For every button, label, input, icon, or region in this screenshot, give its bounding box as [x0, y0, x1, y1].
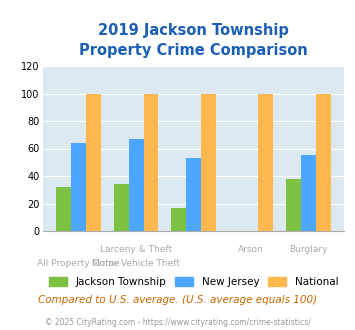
Legend: Jackson Township, New Jersey, National: Jackson Township, New Jersey, National: [44, 273, 343, 291]
Bar: [114, 184, 129, 231]
Bar: [286, 179, 301, 231]
Text: Compared to U.S. average. (U.S. average equals 100): Compared to U.S. average. (U.S. average …: [38, 295, 317, 305]
Bar: [143, 93, 158, 231]
Bar: [86, 93, 101, 231]
Bar: [201, 93, 216, 231]
Bar: [171, 208, 186, 231]
Bar: [258, 93, 273, 231]
Text: Larceny & Theft: Larceny & Theft: [100, 245, 172, 254]
Bar: [186, 158, 201, 231]
Text: Arson: Arson: [238, 245, 264, 254]
Bar: [129, 139, 143, 231]
Text: All Property Crime: All Property Crime: [37, 259, 120, 268]
Text: Motor Vehicle Theft: Motor Vehicle Theft: [92, 259, 180, 268]
Bar: [301, 155, 316, 231]
Bar: [56, 187, 71, 231]
Bar: [71, 143, 86, 231]
Text: © 2025 CityRating.com - https://www.cityrating.com/crime-statistics/: © 2025 CityRating.com - https://www.city…: [45, 318, 310, 327]
Bar: [316, 93, 331, 231]
Text: Burglary: Burglary: [289, 245, 328, 254]
Title: 2019 Jackson Township
Property Crime Comparison: 2019 Jackson Township Property Crime Com…: [79, 23, 308, 58]
